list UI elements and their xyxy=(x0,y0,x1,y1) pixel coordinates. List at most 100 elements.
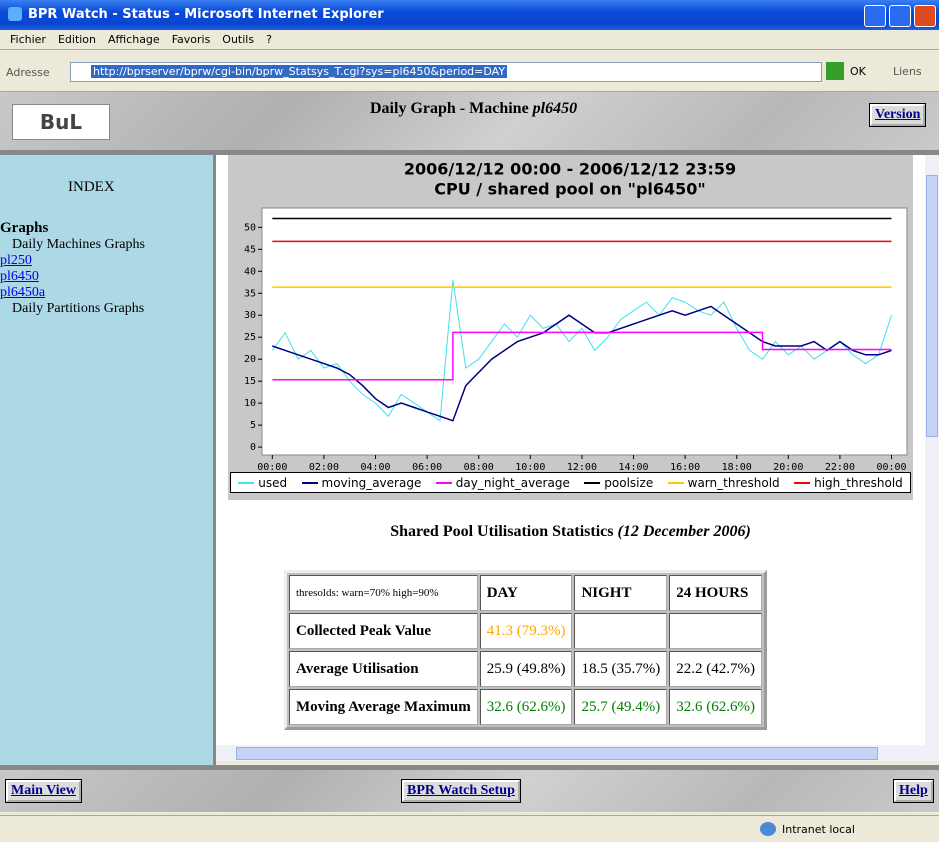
machines-heading: Daily Machines Graphs xyxy=(12,237,145,252)
x-tick-label: 18:00 xyxy=(722,462,752,473)
row-label: Average Utilisation xyxy=(289,651,478,687)
menu-bar: Fichier Edition Affichage Favoris Outils? xyxy=(0,30,939,50)
chart-subtitle: CPU / shared pool on "pl6450" xyxy=(434,180,706,199)
header-title: Daily Graph - Machine pl6450 xyxy=(370,100,577,118)
machine-link[interactable]: pl6450a xyxy=(0,285,46,300)
footer-button[interactable]: Main View xyxy=(5,779,82,803)
table-header: 24 HOURS xyxy=(669,575,762,611)
footer-button[interactable]: BPR Watch Setup xyxy=(401,779,521,803)
address-label: Adresse xyxy=(6,66,50,79)
frame-border xyxy=(0,150,939,155)
legend-item: high_threshold xyxy=(794,476,903,490)
menu-item[interactable]: Affichage xyxy=(108,33,160,46)
menu-item[interactable]: Edition xyxy=(57,33,97,46)
stats-table: thresolds: warn=70% high=90% DAY NIGHT 24 H… xyxy=(284,570,767,730)
y-tick-label: 50 xyxy=(244,222,256,233)
legend-label: moving_average xyxy=(321,475,422,490)
y-tick-label: 20 xyxy=(244,354,256,365)
y-tick-label: 40 xyxy=(244,266,256,277)
legend-label: day_night_average xyxy=(455,475,570,490)
y-tick-label: 25 xyxy=(244,332,256,343)
address-bar: Adresse http://bprserver/bprw/cgi-bin/bp… xyxy=(0,51,939,92)
partitions-heading: Daily Partitions Graphs xyxy=(12,301,145,316)
cell: 32.6 (62.6%) xyxy=(669,689,762,725)
series-line xyxy=(271,280,892,422)
cell: 41.3 (79.3%) xyxy=(479,613,573,649)
x-tick-label: 16:00 xyxy=(670,462,700,473)
legend-label: high_threshold xyxy=(814,475,903,490)
legend-swatch xyxy=(301,482,318,484)
table-header: thresolds: warn=70% high=90% xyxy=(289,575,478,611)
scroll-thumb[interactable] xyxy=(926,175,938,437)
menu-item[interactable]: Outils xyxy=(222,33,255,46)
row-label: Collected Peak Value xyxy=(289,613,478,649)
legend-label: warn_threshold xyxy=(687,475,780,490)
menu-item[interactable]: Fichier xyxy=(10,33,46,46)
zone-label: Intranet local xyxy=(782,823,855,836)
x-tick-label: 08:00 xyxy=(464,462,494,473)
legend-item: poolsize xyxy=(584,476,653,490)
legend-label: poolsize xyxy=(604,475,654,490)
links-label[interactable]: Liens xyxy=(893,65,922,78)
footer-button[interactable]: Help xyxy=(893,779,934,803)
x-tick-label: 22:00 xyxy=(825,462,855,473)
legend-swatch xyxy=(435,482,452,484)
chart-image: 2006/12/12 00:00 - 2006/12/12 23:59 CPU … xyxy=(228,155,913,500)
x-tick-label: 00:00 xyxy=(876,462,906,473)
go-icon[interactable] xyxy=(826,62,844,80)
header-machine: pl6450 xyxy=(532,100,578,117)
cell: 25.9 (49.8%) xyxy=(479,651,573,687)
sidebar: INDEX Graphs Daily Machines Graphs pl250… xyxy=(0,155,213,770)
row-label: Moving Average Maximum xyxy=(289,689,478,725)
y-tick-label: 30 xyxy=(244,310,256,321)
x-tick-label: 04:00 xyxy=(360,462,390,473)
graphs-heading: Graphs xyxy=(0,220,49,236)
machine-link[interactable]: pl250 xyxy=(0,253,32,268)
menu-item[interactable]: Favoris xyxy=(171,33,211,46)
series-line xyxy=(272,331,892,381)
header-title-text: Daily Graph - Machine xyxy=(370,100,529,117)
ie-icon xyxy=(8,7,22,21)
address-field[interactable]: http://bprserver/bprw/cgi-bin/bprw_Stats… xyxy=(70,62,822,82)
y-tick-label: 5 xyxy=(250,420,256,431)
window-title: BPR Watch - Status - Microsoft Internet … xyxy=(28,7,384,22)
version-button[interactable]: Version xyxy=(868,103,927,127)
header-frame: BuL Daily Graph - Machine pl6450 Version xyxy=(0,92,939,150)
horizontal-scrollbar[interactable] xyxy=(216,745,939,761)
minimize[interactable] xyxy=(864,5,886,27)
legend-swatch xyxy=(667,482,684,484)
x-tick-label: 00:00 xyxy=(257,462,287,473)
series-line xyxy=(272,305,892,422)
y-tick-label: 35 xyxy=(244,288,256,299)
title-bar: BPR Watch - Status - Microsoft Internet … xyxy=(0,0,939,30)
cell: 25.7 (49.4%) xyxy=(574,689,668,725)
x-tick-label: 02:00 xyxy=(309,462,339,473)
legend-item: warn_threshold xyxy=(667,475,780,490)
machine-link[interactable]: pl6450 xyxy=(0,269,39,284)
legend-swatch xyxy=(584,482,601,484)
cell xyxy=(669,613,762,649)
table-header: DAY xyxy=(479,575,573,611)
x-tick-label: 06:00 xyxy=(412,462,442,473)
go-label[interactable]: OK xyxy=(850,65,866,78)
index-list: Graphs Daily Machines Graphs pl250 pl645… xyxy=(0,220,210,317)
menu-item[interactable]: ? xyxy=(266,33,272,46)
y-tick-label: 15 xyxy=(244,376,256,387)
legend-item: day_night_average xyxy=(435,475,570,490)
chart-title: 2006/12/12 00:00 - 2006/12/12 23:59 xyxy=(404,160,736,179)
scroll-thumb[interactable] xyxy=(236,747,878,760)
y-tick-label: 10 xyxy=(244,398,256,409)
main-frame: 2006/12/12 00:00 - 2006/12/12 23:59 CPU … xyxy=(216,155,925,745)
close[interactable] xyxy=(914,5,936,27)
footer-frame: Main View BPR Watch Setup Help xyxy=(0,770,939,812)
vertical-scrollbar[interactable] xyxy=(925,155,939,745)
legend: used moving_average day_night_average pools… xyxy=(230,472,911,493)
legend-swatch xyxy=(238,482,255,484)
cell: 22.2 (42.7%) xyxy=(669,651,762,687)
x-tick-label: 12:00 xyxy=(567,462,597,473)
stats-title: Shared Pool Utilisation Statistics (12 D… xyxy=(216,523,925,541)
y-tick-label: 0 xyxy=(250,442,256,453)
index-title: INDEX xyxy=(68,179,115,195)
maximize[interactable] xyxy=(889,5,911,27)
legend-item: moving_average xyxy=(301,475,422,490)
